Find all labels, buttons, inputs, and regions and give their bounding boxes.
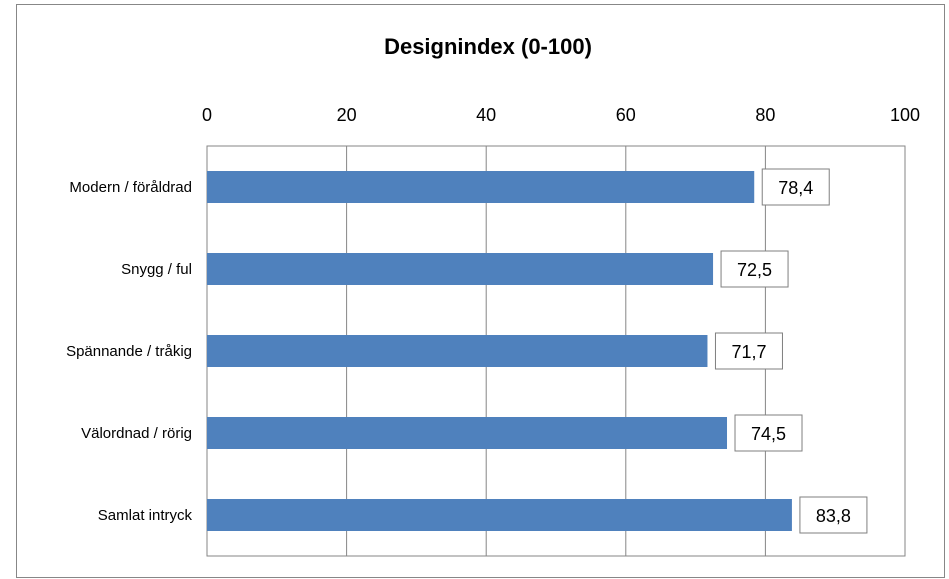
data-label: 72,5 — [737, 260, 772, 280]
bar — [207, 335, 708, 367]
bar — [207, 499, 792, 531]
data-label: 71,7 — [731, 342, 766, 362]
data-label: 83,8 — [816, 506, 851, 526]
bar — [207, 417, 728, 449]
category-label: Snygg / ful — [121, 261, 192, 278]
chart-title: Designindex (0-100) — [384, 34, 592, 59]
data-label-box — [720, 250, 789, 288]
x-tick-label: 0 — [202, 105, 212, 125]
x-tick-label: 20 — [337, 105, 357, 125]
category-label: Välordnad / rörig — [81, 425, 192, 442]
data-label: 74,5 — [751, 424, 786, 444]
data-label-box — [734, 414, 803, 452]
data-label-box — [799, 496, 868, 534]
x-tick-label: 40 — [476, 105, 496, 125]
plot-area: 0 20 40 60 80 100 Modern / föråldrad 78,4 Snygg … — [66, 105, 920, 557]
category-label: Spännande / tråkig — [66, 343, 192, 360]
bar — [207, 253, 714, 285]
x-tick-label: 100 — [890, 105, 920, 125]
x-tick-label: 60 — [616, 105, 636, 125]
data-label: 78,4 — [778, 178, 813, 198]
data-label-box — [761, 168, 830, 206]
category-label: Samlat intryck — [98, 507, 193, 524]
category-label: Modern / föråldrad — [69, 179, 192, 196]
x-tick-label: 80 — [755, 105, 775, 125]
bar — [207, 171, 755, 203]
data-label-box — [714, 332, 783, 370]
